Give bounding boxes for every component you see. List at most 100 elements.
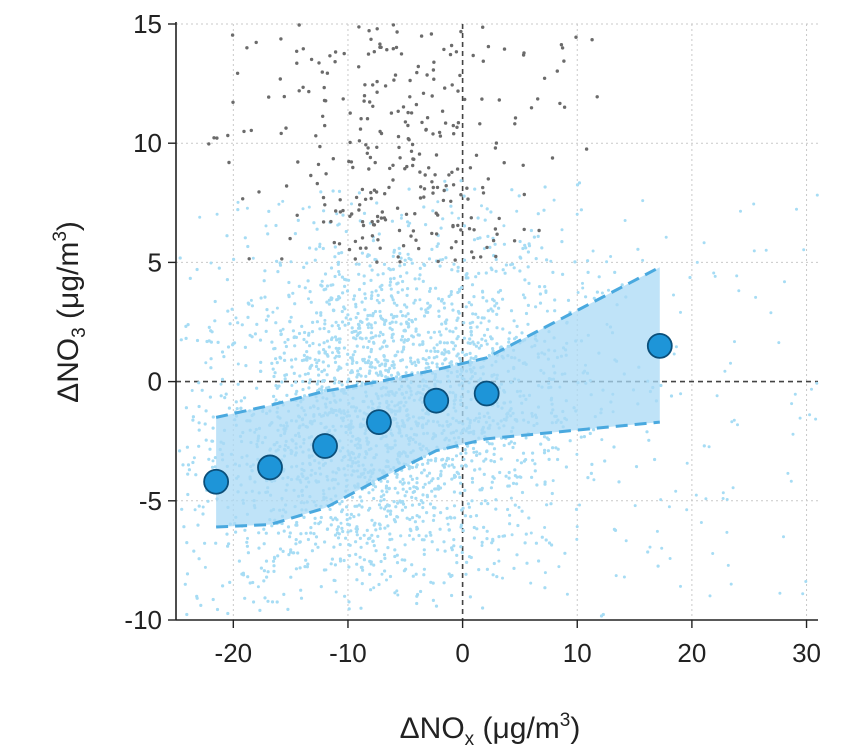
scatter-point-dark: [494, 254, 498, 259]
scatter-point-light: [433, 349, 437, 353]
scatter-point-light: [340, 508, 345, 512]
scatter-point-dark: [383, 192, 387, 196]
scatter-point-light: [536, 212, 540, 216]
scatter-point-dark: [493, 146, 498, 150]
scatter-point-dark: [375, 214, 380, 219]
scatter-point-light: [296, 218, 300, 222]
scatter-point-light: [307, 331, 311, 335]
scatter-point-light: [471, 340, 475, 344]
scatter-point-light: [457, 472, 461, 476]
scatter-point-light: [432, 514, 436, 518]
scatter-point-light: [263, 295, 267, 299]
scatter-point-light: [293, 232, 297, 236]
scatter-point-light: [331, 518, 335, 522]
scatter-point-light: [367, 371, 371, 375]
scatter-point-light: [244, 364, 248, 368]
scatter-point-light: [732, 418, 736, 422]
scatter-point-light: [588, 431, 592, 436]
scatter-point-light: [178, 256, 182, 260]
scatter-point-light: [473, 468, 477, 472]
scatter-point-light: [357, 513, 361, 517]
scatter-point-light: [329, 296, 333, 300]
scatter-point-dark: [388, 166, 392, 171]
scatter-point-light: [370, 365, 374, 369]
scatter-point-light: [491, 573, 495, 577]
scatter-point-light: [445, 459, 449, 463]
scatter-point-light: [415, 487, 419, 491]
scatter-point-light: [352, 297, 356, 301]
scatter-point-dark: [395, 206, 400, 210]
scatter-point-light: [510, 533, 514, 537]
scatter-point-light: [333, 563, 337, 567]
scatter-point-light: [391, 339, 396, 343]
scatter-point-light: [470, 283, 475, 287]
scatter-point-light: [442, 341, 446, 345]
scatter-point-light: [228, 322, 232, 326]
scatter-point-dark: [364, 246, 368, 250]
scatter-point-light: [474, 275, 478, 279]
scatter-point-light: [318, 387, 321, 391]
scatter-point-light: [540, 535, 544, 539]
scatter-point-light: [283, 377, 287, 381]
scatter-point-light: [470, 499, 474, 503]
scatter-point-dark: [421, 91, 426, 96]
scatter-point-light: [436, 476, 440, 481]
scatter-point-light: [276, 554, 280, 558]
scatter-point-light: [376, 293, 380, 297]
scatter-point-light: [408, 534, 411, 537]
scatter-point-light: [364, 336, 368, 340]
scatter-point-light: [426, 310, 430, 314]
scatter-point-light: [445, 516, 449, 520]
scatter-point-dark: [375, 145, 379, 149]
scatter-point-light: [274, 384, 278, 388]
scatter-point-dark: [358, 246, 363, 250]
scatter-point-light: [331, 283, 335, 287]
scatter-point-light: [456, 316, 460, 320]
scatter-point-dark: [372, 50, 376, 54]
scatter-point-light: [507, 340, 511, 344]
scatter-point-light: [357, 503, 361, 507]
scatter-point-dark: [393, 73, 398, 77]
scatter-point-light: [372, 544, 376, 548]
scatter-point-light: [475, 325, 479, 329]
scatter-point-light: [395, 589, 399, 593]
scatter-point-light: [390, 219, 394, 223]
scatter-point-light: [485, 440, 489, 444]
scatter-point-light: [441, 362, 445, 366]
scatter-point-light: [421, 462, 425, 466]
scatter-point-dark: [422, 187, 427, 191]
scatter-point-light: [388, 280, 393, 284]
scatter-point-light: [178, 449, 182, 453]
scatter-point-light: [437, 297, 441, 301]
scatter-point-light: [264, 531, 268, 535]
scatter-point-light: [648, 545, 652, 549]
scatter-point-light: [499, 457, 503, 461]
scatter-point-dark: [357, 65, 361, 69]
scatter-point-light: [368, 369, 372, 373]
scatter-point-dark: [257, 190, 261, 194]
scatter-point-dark: [309, 173, 313, 178]
scatter-point-dark: [437, 130, 442, 135]
scatter-point-light: [721, 497, 725, 500]
scatter-point-dark: [401, 105, 406, 109]
scatter-point-light: [354, 540, 358, 544]
scatter-point-light: [447, 572, 451, 576]
scatter-point-light: [394, 320, 398, 324]
scatter-point-light: [739, 209, 742, 213]
scatter-point-light: [366, 253, 370, 257]
scatter-point-light: [310, 363, 314, 367]
scatter-point-light: [251, 256, 255, 260]
scatter-point-dark: [590, 38, 594, 42]
scatter-point-dark: [479, 255, 483, 259]
scatter-point-light: [226, 544, 230, 548]
scatter-point-light: [653, 457, 657, 462]
scatter-point-light: [386, 524, 390, 528]
scatter-point-light: [289, 548, 293, 552]
scatter-point-dark: [280, 257, 284, 261]
scatter-point-light: [360, 565, 364, 570]
scatter-point-light: [474, 344, 478, 348]
scatter-point-light: [320, 370, 324, 374]
scatter-point-light: [456, 265, 460, 269]
scatter-point-light: [357, 272, 361, 276]
scatter-point-light: [246, 301, 250, 305]
